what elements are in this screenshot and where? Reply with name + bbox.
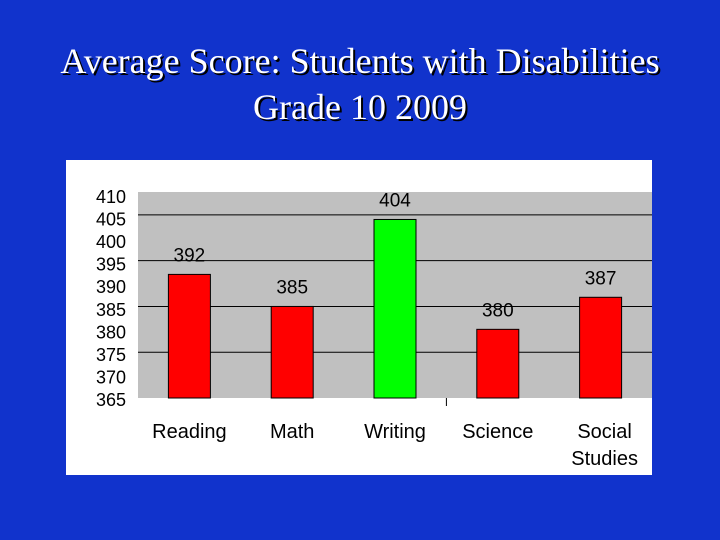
y-tick-label: 380 bbox=[96, 322, 126, 342]
y-tick-label: 385 bbox=[96, 300, 126, 320]
data-label: 404 bbox=[379, 190, 411, 211]
y-tick-label: 370 bbox=[96, 368, 126, 388]
y-tick-label: 365 bbox=[96, 390, 126, 410]
bar-math bbox=[270, 305, 314, 399]
bar-writing bbox=[373, 218, 417, 399]
x-tick-label: Studies bbox=[571, 448, 638, 470]
x-tick-label: Writing bbox=[364, 421, 426, 443]
data-label: 385 bbox=[276, 277, 308, 298]
data-label: 380 bbox=[482, 300, 514, 321]
x-tick-label: Reading bbox=[152, 421, 227, 443]
bar-chart: 410405400395390385380375370365392Reading… bbox=[96, 187, 652, 470]
y-tick-label: 375 bbox=[96, 345, 126, 365]
bar-social-studies bbox=[579, 296, 623, 399]
x-tick-label: Social bbox=[577, 421, 631, 443]
chart-panel: 410 405 400 395 390 385 380 375 370 365 392 Reading… bbox=[66, 160, 652, 475]
y-tick-label: 410 bbox=[96, 187, 126, 207]
y-tick-label: 400 bbox=[96, 232, 126, 252]
title-line-2: Grade 10 2009 bbox=[253, 87, 467, 127]
x-tick-label: Math bbox=[270, 421, 314, 443]
data-label: 387 bbox=[585, 268, 617, 289]
y-tick-label: 395 bbox=[96, 255, 126, 275]
y-tick-label: 405 bbox=[96, 209, 126, 229]
title-line-1: Average Score: Students with Disabilitie… bbox=[60, 41, 660, 81]
slide-title: Average Score: Students with Disabilitie… bbox=[0, 38, 720, 130]
bar-science bbox=[476, 328, 520, 399]
y-tick-label: 390 bbox=[96, 277, 126, 297]
data-label: 392 bbox=[174, 245, 206, 266]
bar-reading bbox=[167, 273, 211, 399]
x-tick-label: Science bbox=[462, 421, 533, 443]
